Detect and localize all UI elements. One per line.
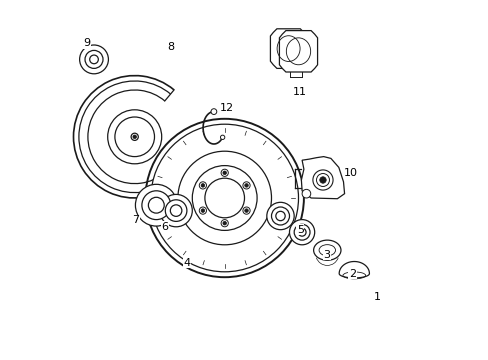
Circle shape — [223, 221, 226, 225]
Circle shape — [133, 135, 136, 139]
Circle shape — [89, 55, 98, 64]
Text: 4: 4 — [183, 258, 190, 268]
Circle shape — [221, 169, 228, 176]
Circle shape — [275, 211, 285, 221]
Circle shape — [243, 182, 250, 189]
Polygon shape — [339, 261, 368, 278]
Circle shape — [221, 220, 228, 227]
Circle shape — [298, 228, 305, 236]
Ellipse shape — [313, 240, 340, 260]
Circle shape — [220, 135, 224, 139]
Circle shape — [80, 45, 108, 74]
Circle shape — [316, 174, 329, 186]
Circle shape — [201, 209, 204, 212]
Polygon shape — [301, 157, 344, 199]
Circle shape — [204, 178, 244, 218]
Text: 8: 8 — [167, 42, 174, 52]
Circle shape — [178, 151, 271, 245]
Text: 1: 1 — [373, 292, 381, 302]
Circle shape — [243, 207, 250, 214]
Circle shape — [145, 119, 303, 277]
Circle shape — [211, 109, 216, 114]
Circle shape — [170, 205, 182, 216]
Text: 7: 7 — [132, 215, 139, 225]
Text: 12: 12 — [220, 103, 234, 113]
Polygon shape — [270, 29, 306, 68]
Circle shape — [107, 110, 162, 164]
Circle shape — [289, 220, 314, 245]
Circle shape — [85, 50, 103, 68]
Text: 2: 2 — [348, 269, 355, 279]
Circle shape — [148, 197, 164, 213]
Circle shape — [135, 184, 177, 226]
Text: 10: 10 — [343, 168, 357, 178]
Circle shape — [151, 124, 298, 272]
Circle shape — [131, 133, 138, 140]
Text: 3: 3 — [323, 250, 329, 260]
Circle shape — [142, 191, 170, 220]
Circle shape — [294, 224, 309, 240]
Circle shape — [266, 202, 294, 230]
Polygon shape — [279, 31, 317, 72]
Circle shape — [199, 182, 206, 189]
Circle shape — [160, 194, 192, 227]
Circle shape — [271, 207, 289, 225]
Circle shape — [302, 189, 310, 198]
Circle shape — [165, 200, 186, 221]
Circle shape — [115, 117, 154, 157]
Circle shape — [223, 171, 226, 175]
Circle shape — [244, 209, 248, 212]
Text: 11: 11 — [293, 87, 306, 97]
Circle shape — [201, 184, 204, 187]
Text: 6: 6 — [161, 222, 168, 232]
Circle shape — [199, 207, 206, 214]
Circle shape — [319, 177, 325, 183]
Circle shape — [192, 166, 257, 230]
Text: 5: 5 — [296, 225, 303, 235]
Circle shape — [312, 170, 332, 190]
Text: 9: 9 — [83, 38, 90, 48]
Circle shape — [244, 184, 248, 187]
